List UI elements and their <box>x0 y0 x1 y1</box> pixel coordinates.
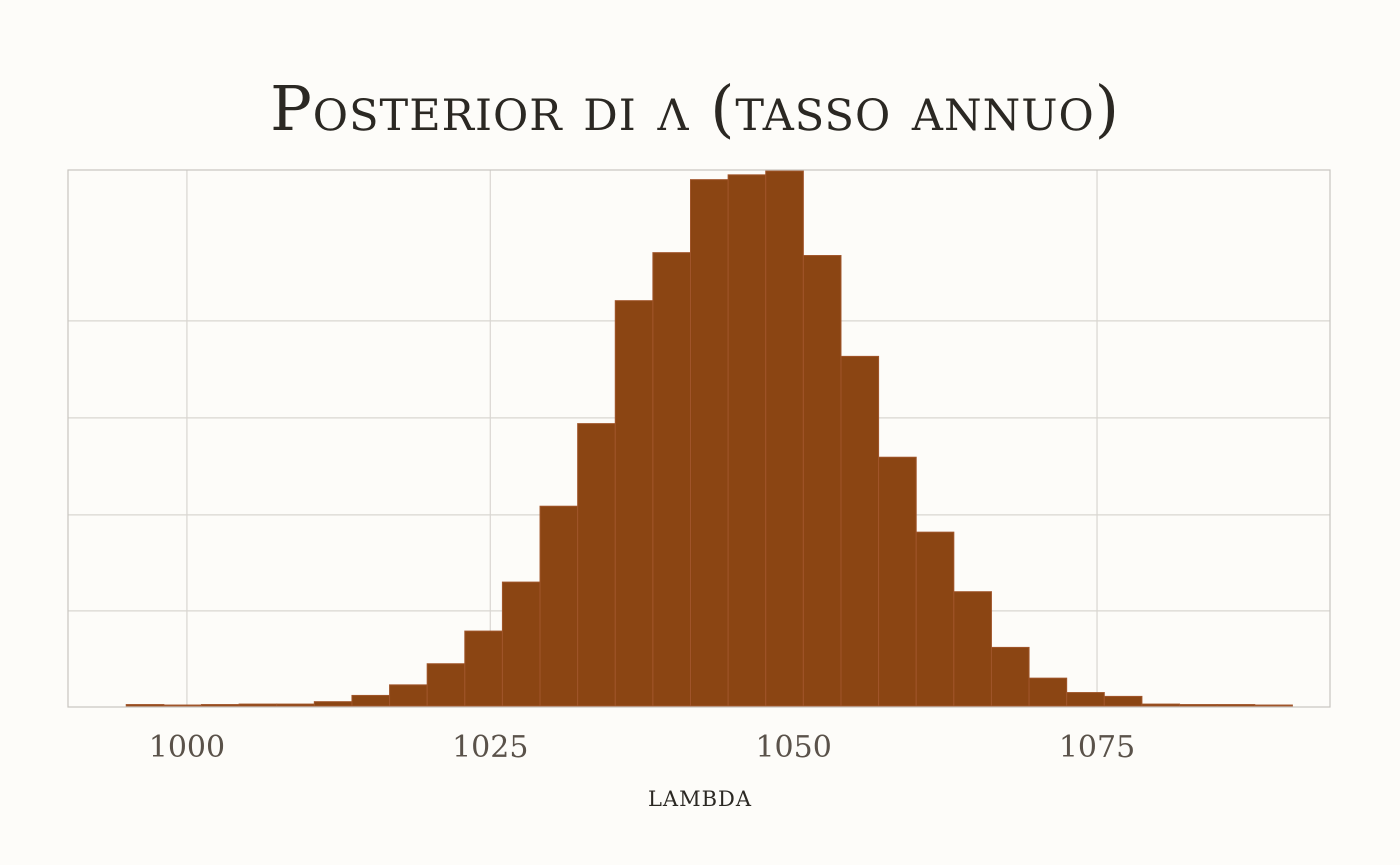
histogram-bar <box>1216 704 1256 707</box>
x-axis-label: lambda <box>648 779 752 814</box>
chart-title: Posterior di λ (tasso annuo) <box>270 72 1120 145</box>
histogram-bar <box>614 300 654 707</box>
histogram-bar <box>389 684 428 707</box>
histogram-bar <box>1028 677 1068 707</box>
x-tick-labels: 1000 1025 1050 1075 <box>149 730 1135 765</box>
histogram-bar <box>727 174 767 707</box>
histogram-bar <box>1103 695 1143 707</box>
histogram-bar <box>313 701 353 707</box>
plot-panel-border <box>67 169 1331 708</box>
x-tick-label: 1000 <box>149 730 225 765</box>
histogram-bar <box>200 704 240 707</box>
histogram-bar <box>1066 692 1105 707</box>
histogram-bar <box>351 694 391 707</box>
histogram-bar <box>1254 704 1293 707</box>
x-tick-label: 1075 <box>1059 730 1135 765</box>
histogram-bar <box>840 355 880 707</box>
histogram-bar <box>125 704 165 707</box>
histogram-bar <box>501 581 541 707</box>
histogram-bar <box>1141 703 1181 707</box>
histogram-bar <box>652 252 692 707</box>
histogram-bar <box>802 255 842 707</box>
histogram-bar <box>690 179 729 707</box>
histogram-bar <box>464 630 503 707</box>
x-tick-label: 1025 <box>452 730 528 765</box>
histogram-bar <box>163 704 202 707</box>
histogram-bar <box>276 703 315 707</box>
histogram-bar <box>878 456 917 707</box>
histogram-bar <box>990 646 1030 707</box>
histogram-bar <box>765 170 804 707</box>
histogram-bar <box>577 423 616 707</box>
bars-layer <box>125 170 1293 707</box>
histogram-bar <box>238 703 278 707</box>
histogram-bar <box>539 505 579 707</box>
histogram-bar <box>1179 704 1218 707</box>
histogram-bar <box>953 591 992 707</box>
histogram-bar <box>426 663 466 707</box>
histogram-bar <box>915 531 955 707</box>
x-tick-label: 1050 <box>755 730 831 765</box>
